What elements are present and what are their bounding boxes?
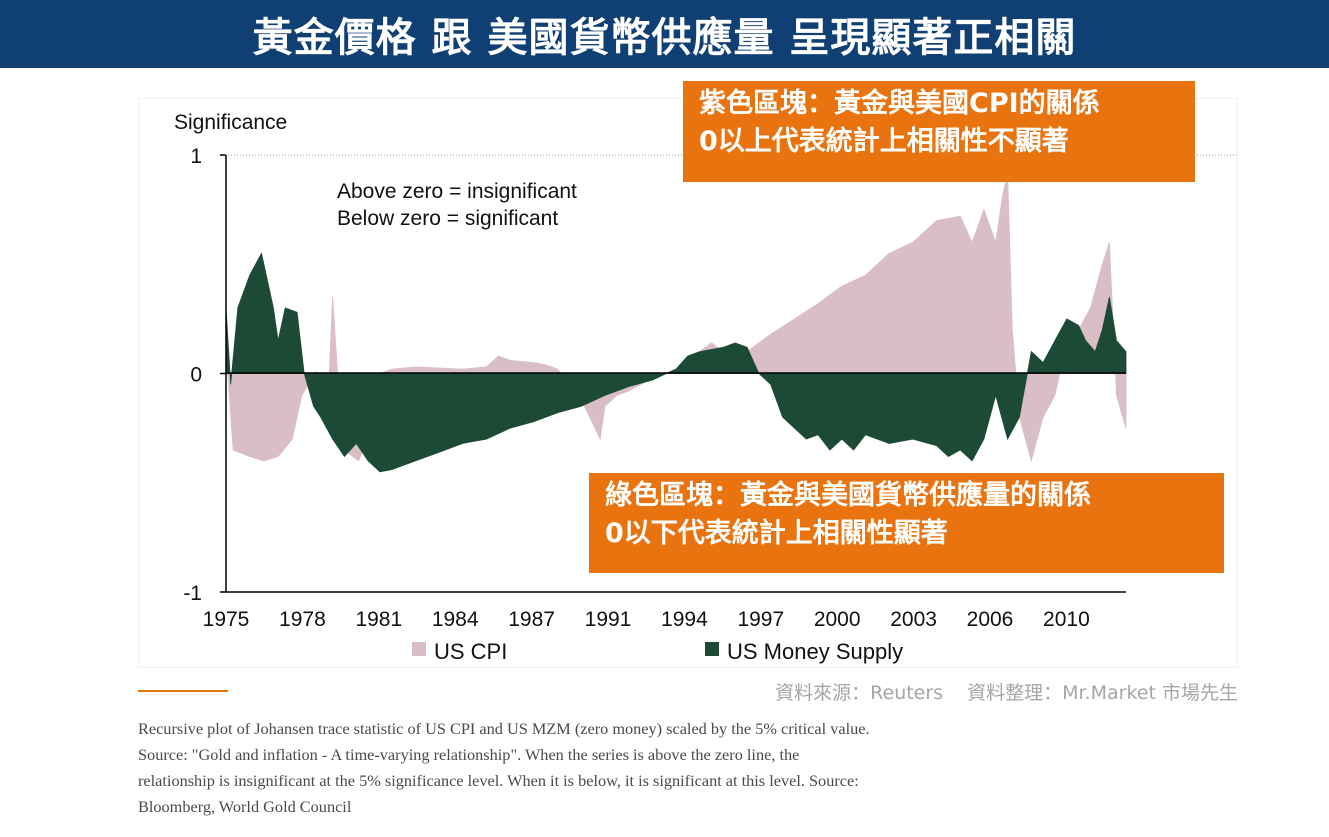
- title-bar: 黃金價格 跟 美國貨幣供應量 呈現顯著正相關: [0, 0, 1329, 68]
- caption-line: Bloomberg, World Gold Council: [138, 797, 352, 816]
- legend-label-cpi: US CPI: [434, 639, 507, 664]
- source-credit: 資料來源：Reuters 資料整理：Mr.Market 市場先生: [700, 678, 1238, 705]
- page-title: 黃金價格 跟 美國貨幣供應量 呈現顯著正相關: [252, 15, 1077, 61]
- accent-divider: [138, 690, 228, 692]
- y-tick-label: 1: [190, 145, 202, 168]
- caption-line: relationship is insignificant at the 5% …: [138, 771, 859, 790]
- legend: US CPI US Money Supply: [412, 639, 903, 664]
- callout-money-supply: 綠色區塊：黃金與美國貨幣供應量的關係 0以下代表統計上相關性顯著: [589, 473, 1224, 573]
- annotation-above: Above zero = insignificant: [337, 180, 577, 203]
- x-tick-label: 1997: [737, 608, 784, 631]
- source-text: 資料來源：Reuters: [775, 682, 944, 704]
- legend-label-money: US Money Supply: [727, 639, 903, 664]
- x-tick-label: 2003: [890, 608, 937, 631]
- y-axis-label: Significance: [174, 111, 287, 134]
- annotation-below: Below zero = significant: [337, 207, 558, 230]
- x-tick-label: 2000: [814, 608, 861, 631]
- x-tick-label: 2006: [967, 608, 1014, 631]
- callout-cpi-line2: 0以上代表統計上相關性不顯著: [699, 126, 1069, 157]
- callout-money-line1: 綠色區塊：黃金與美國貨幣供應量的關係: [605, 480, 1091, 511]
- caption-line: Source: "Gold and inflation - A time-var…: [138, 745, 800, 764]
- legend-swatch-cpi: [412, 642, 426, 656]
- y-tick-label: -1: [183, 582, 202, 605]
- x-tick-label: 1984: [432, 608, 479, 631]
- series-us-money-supply-area: [225, 252, 1127, 473]
- callout-money-line2: 0以下代表統計上相關性顯著: [605, 518, 948, 549]
- x-tick-label: 1981: [355, 608, 402, 631]
- chart: 1 0 -1 1975 1978 1981 1984 1987 1991 1994 1997 2000…: [137, 97, 1239, 669]
- x-tick-label: 1975: [203, 608, 250, 631]
- x-tick-label: 1991: [585, 608, 632, 631]
- compiled-text: 資料整理：Mr.Market 市場先生: [967, 682, 1238, 704]
- caption-line: Recursive plot of Johansen trace statist…: [138, 719, 870, 738]
- series-layer: [225, 172, 1127, 473]
- callout-cpi-line1: 紫色區塊：黃金與美國CPI的關係: [699, 88, 1100, 119]
- x-tick-label: 2010: [1043, 608, 1090, 631]
- x-tick-label: 1987: [508, 608, 555, 631]
- legend-swatch-money: [705, 642, 719, 656]
- y-tick-label: 0: [190, 364, 202, 387]
- x-tick-label: 1978: [279, 608, 326, 631]
- callout-cpi: 紫色區塊：黃金與美國CPI的關係 0以上代表統計上相關性不顯著: [683, 81, 1195, 182]
- figure-caption: Recursive plot of Johansen trace statist…: [138, 716, 1138, 820]
- x-tick-label: 1994: [661, 608, 708, 631]
